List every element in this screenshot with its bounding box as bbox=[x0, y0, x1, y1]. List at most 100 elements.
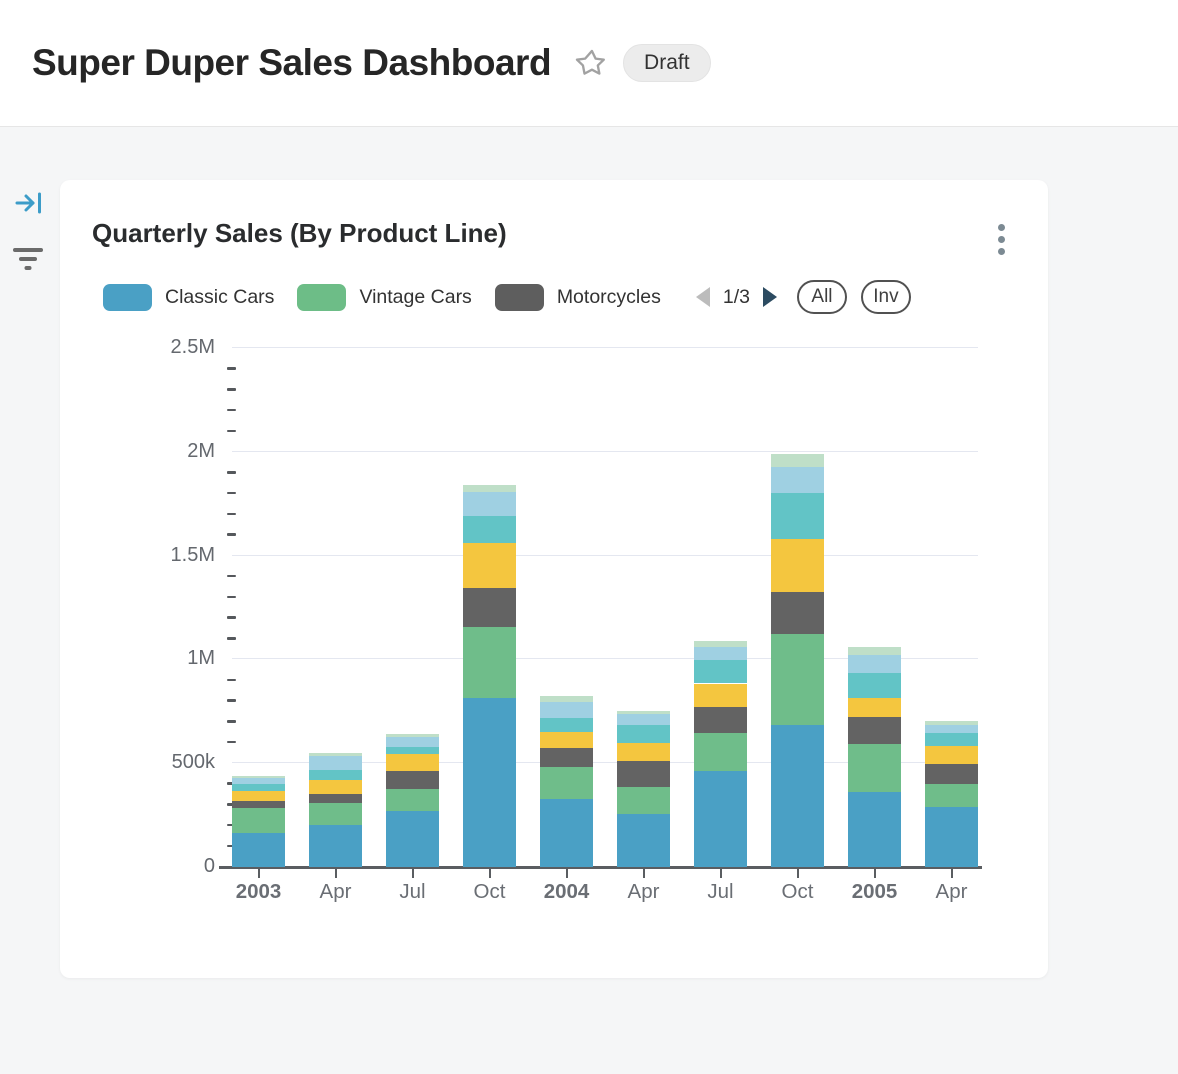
bar-segment-classic-cars[interactable] bbox=[694, 770, 747, 867]
y-axis-tick-label: 2.5M bbox=[170, 336, 215, 358]
x-axis-tick bbox=[411, 869, 414, 878]
filter-button[interactable] bbox=[12, 242, 44, 279]
bar-segment-unlabeled-series-5-teal[interactable] bbox=[694, 660, 747, 684]
bar-segment-unlabeled-series-6-lightblue[interactable] bbox=[386, 737, 439, 748]
bar-segment-unlabeled-series-5-teal[interactable] bbox=[540, 718, 593, 733]
card-menu-button[interactable] bbox=[998, 224, 1006, 260]
bar-segment-unlabeled-series-6-lightblue[interactable] bbox=[848, 654, 901, 673]
bar-segment-classic-cars[interactable] bbox=[540, 798, 593, 867]
legend-prev-page-arrow[interactable] bbox=[695, 287, 710, 307]
bar-segment-vintage-cars[interactable] bbox=[309, 803, 362, 826]
bar-segment-unlabeled-series-5-teal[interactable] bbox=[463, 515, 516, 544]
bar-segment-vintage-cars[interactable] bbox=[232, 807, 285, 834]
bar-segment-classic-cars[interactable] bbox=[925, 807, 978, 867]
bar-segment-classic-cars[interactable] bbox=[848, 791, 901, 867]
bar-segment-unlabeled-series-4-yellow[interactable] bbox=[925, 745, 978, 765]
bar-segment-unlabeled-series-4-yellow[interactable] bbox=[771, 539, 824, 593]
bar-2-jul[interactable] bbox=[386, 733, 439, 867]
bar-segment-classic-cars[interactable] bbox=[463, 697, 516, 867]
bar-segment-unlabeled-series-5-teal[interactable] bbox=[617, 724, 670, 743]
bar-segment-vintage-cars[interactable] bbox=[617, 786, 670, 814]
bar-segment-unlabeled-series-7-lightgreen[interactable] bbox=[540, 695, 593, 702]
bar-segment-unlabeled-series-7-lightgreen[interactable] bbox=[617, 710, 670, 714]
bar-segment-vintage-cars[interactable] bbox=[925, 783, 978, 808]
bar-7-oct[interactable] bbox=[771, 454, 824, 867]
bar-segment-unlabeled-series-6-lightblue[interactable] bbox=[771, 466, 824, 494]
bar-segment-motorcycles[interactable] bbox=[540, 748, 593, 767]
bar-segment-classic-cars[interactable] bbox=[617, 813, 670, 867]
bar-segment-unlabeled-series-7-lightgreen[interactable] bbox=[386, 733, 439, 738]
bar-segment-vintage-cars[interactable] bbox=[540, 766, 593, 799]
bar-segment-motorcycles[interactable] bbox=[925, 764, 978, 784]
bar-segment-unlabeled-series-4-yellow[interactable] bbox=[694, 683, 747, 707]
bar-segment-motorcycles[interactable] bbox=[232, 800, 285, 808]
bar-segment-motorcycles[interactable] bbox=[309, 793, 362, 804]
bar-segment-motorcycles[interactable] bbox=[771, 592, 824, 635]
bar-segment-unlabeled-series-5-teal[interactable] bbox=[309, 770, 362, 781]
bar-segment-unlabeled-series-4-yellow[interactable] bbox=[848, 698, 901, 717]
bar-segment-unlabeled-series-7-lightgreen[interactable] bbox=[309, 752, 362, 756]
bar-segment-unlabeled-series-7-lightgreen[interactable] bbox=[232, 775, 285, 778]
favorite-star-button[interactable] bbox=[575, 46, 609, 80]
bar-segment-unlabeled-series-5-teal[interactable] bbox=[848, 672, 901, 699]
legend-item-vintage-cars[interactable]: Vintage Cars bbox=[297, 283, 472, 311]
bar-segment-motorcycles[interactable] bbox=[694, 706, 747, 733]
bar-segment-unlabeled-series-5-teal[interactable] bbox=[771, 493, 824, 540]
bar-segment-vintage-cars[interactable] bbox=[848, 743, 901, 792]
bar-segment-unlabeled-series-7-lightgreen[interactable] bbox=[848, 647, 901, 655]
bar-segment-unlabeled-series-6-lightblue[interactable] bbox=[309, 755, 362, 771]
bar-segment-classic-cars[interactable] bbox=[309, 825, 362, 867]
collapse-panel-button[interactable] bbox=[14, 188, 44, 223]
bar-segment-motorcycles[interactable] bbox=[463, 587, 516, 628]
bar-segment-unlabeled-series-4-yellow[interactable] bbox=[540, 732, 593, 749]
legend-next-page-arrow[interactable] bbox=[762, 287, 777, 307]
bar-3-oct[interactable] bbox=[463, 485, 516, 867]
bar-segment-unlabeled-series-4-yellow[interactable] bbox=[309, 780, 362, 794]
bar-segment-classic-cars[interactable] bbox=[771, 725, 824, 867]
y-axis-minor-tick bbox=[227, 740, 236, 744]
bar-segment-unlabeled-series-6-lightblue[interactable] bbox=[232, 777, 285, 784]
bar-8-2005[interactable] bbox=[848, 647, 901, 867]
bar-segment-classic-cars[interactable] bbox=[386, 810, 439, 867]
x-axis-label-jul: Jul bbox=[707, 880, 734, 903]
bar-segment-unlabeled-series-4-yellow[interactable] bbox=[617, 742, 670, 762]
bar-segment-unlabeled-series-7-lightgreen[interactable] bbox=[925, 720, 978, 725]
legend-item-motorcycles[interactable]: Motorcycles bbox=[494, 283, 661, 311]
y-axis-minor-tick bbox=[227, 574, 236, 578]
x-axis-tick bbox=[796, 869, 799, 878]
bar-1-apr[interactable] bbox=[309, 752, 362, 867]
bar-segment-vintage-cars[interactable] bbox=[771, 634, 824, 726]
bar-segment-unlabeled-series-7-lightgreen[interactable] bbox=[694, 640, 747, 648]
bar-segment-unlabeled-series-5-teal[interactable] bbox=[925, 733, 978, 746]
bar-segment-classic-cars[interactable] bbox=[232, 833, 285, 867]
y-axis-minor-tick bbox=[227, 823, 236, 827]
bar-segment-unlabeled-series-6-lightblue[interactable] bbox=[617, 713, 670, 725]
bar-segment-unlabeled-series-5-teal[interactable] bbox=[386, 747, 439, 754]
bar-segment-vintage-cars[interactable] bbox=[463, 627, 516, 698]
bar-segment-motorcycles[interactable] bbox=[386, 770, 439, 790]
bar-segment-unlabeled-series-6-lightblue[interactable] bbox=[694, 647, 747, 661]
bar-segment-unlabeled-series-4-yellow[interactable] bbox=[463, 543, 516, 588]
bar-segment-vintage-cars[interactable] bbox=[694, 732, 747, 771]
bar-4-2004[interactable] bbox=[540, 695, 593, 867]
legend-item-classic-cars[interactable]: Classic Cars bbox=[103, 283, 274, 311]
x-axis-tick bbox=[642, 869, 645, 878]
bar-segment-unlabeled-series-5-teal[interactable] bbox=[232, 783, 285, 791]
bar-segment-unlabeled-series-7-lightgreen[interactable] bbox=[463, 485, 516, 492]
bar-segment-unlabeled-series-4-yellow[interactable] bbox=[232, 790, 285, 801]
bar-segment-unlabeled-series-6-lightblue[interactable] bbox=[463, 491, 516, 516]
bar-5-apr[interactable] bbox=[617, 710, 670, 867]
bar-segment-unlabeled-series-6-lightblue[interactable] bbox=[925, 724, 978, 734]
bar-segment-vintage-cars[interactable] bbox=[386, 789, 439, 811]
bar-9-apr[interactable] bbox=[925, 720, 978, 867]
bar-segment-unlabeled-series-6-lightblue[interactable] bbox=[540, 701, 593, 719]
legend-invert-selection-button[interactable]: Inv bbox=[860, 280, 911, 314]
bar-segment-unlabeled-series-7-lightgreen[interactable] bbox=[771, 454, 824, 467]
bar-segment-unlabeled-series-4-yellow[interactable] bbox=[386, 753, 439, 771]
x-axis-tick bbox=[873, 869, 876, 878]
bar-6-jul[interactable] bbox=[694, 640, 747, 867]
legend-select-all-button[interactable]: All bbox=[796, 280, 847, 314]
bar-segment-motorcycles[interactable] bbox=[848, 716, 901, 744]
bar-segment-motorcycles[interactable] bbox=[617, 761, 670, 787]
bar-0-2003[interactable] bbox=[232, 775, 285, 867]
